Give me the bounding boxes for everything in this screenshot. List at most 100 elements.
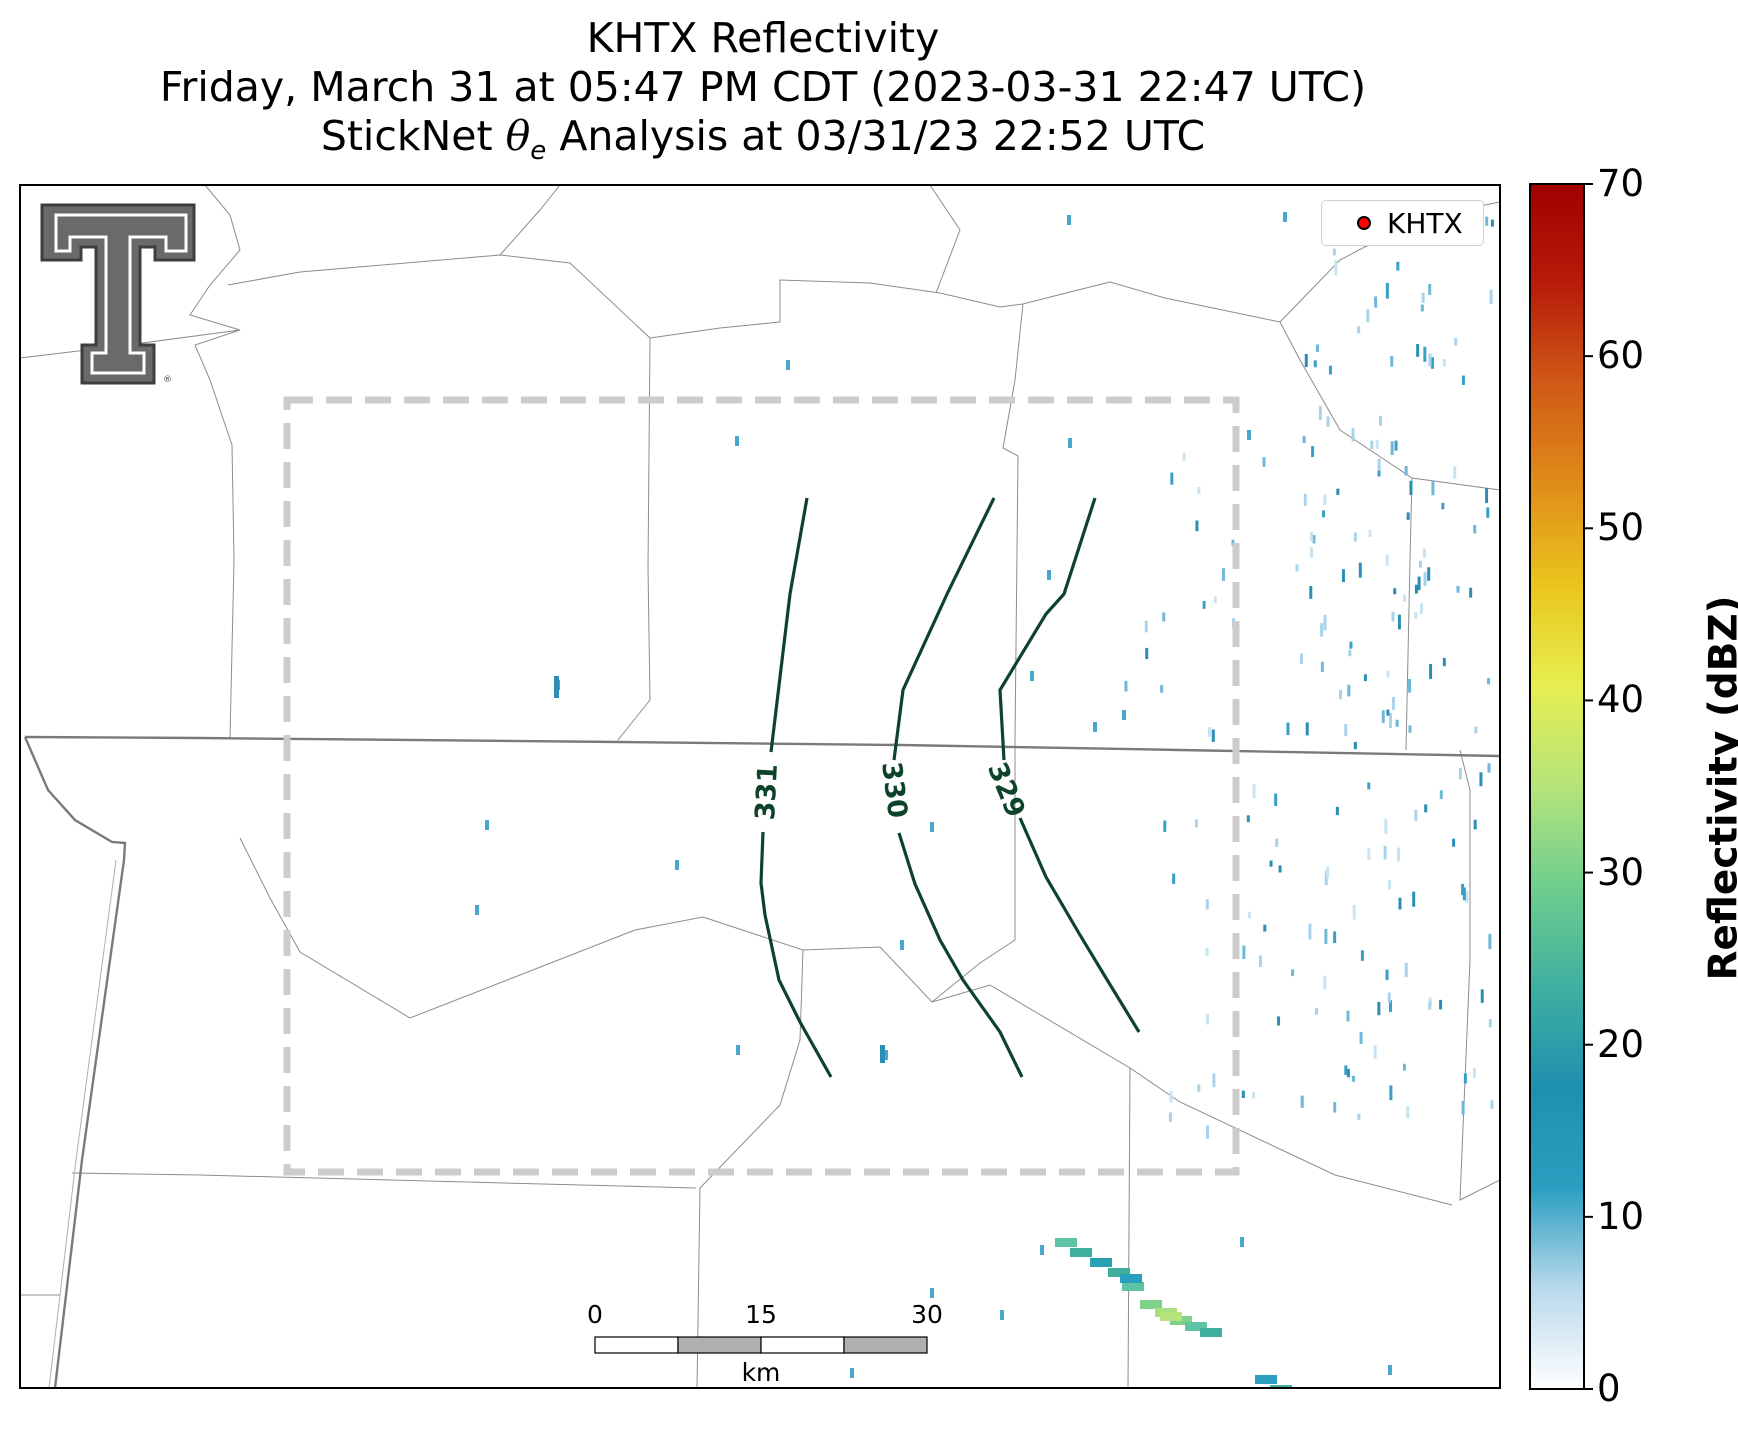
radar-return-pixel (1427, 567, 1431, 581)
radar-return-pixel (1202, 600, 1206, 609)
radar-return-pixel (1366, 309, 1370, 323)
colorbar-label-60: 60 (1597, 334, 1645, 378)
radar-return-pixel (1490, 1100, 1494, 1109)
radar-return-pixel (1197, 487, 1201, 494)
radar-return-pixel (1358, 562, 1362, 578)
radar-return-pixel (735, 436, 739, 446)
scale-label-0: 0 (587, 1300, 603, 1329)
radar-return-pixel (1278, 865, 1282, 873)
colorbar-label-40: 40 (1597, 678, 1645, 722)
radar-return-pixel (1283, 212, 1287, 222)
scale-label-15: 15 (745, 1300, 777, 1329)
radar-return-pixel (1465, 890, 1469, 903)
radar-return-pixel (1326, 416, 1330, 427)
radar-return-pixel (1453, 466, 1457, 479)
radar-return-pixel (1120, 1274, 1142, 1283)
radar-return-pixel (1323, 975, 1327, 990)
radar-return-pixel (1300, 653, 1304, 665)
radar-return-pixel (1197, 1084, 1201, 1092)
radar-return-pixel (1277, 1016, 1281, 1026)
radar-return-pixel (1312, 535, 1316, 544)
legend: KHTX (1321, 200, 1484, 246)
radar-return-pixel (1397, 847, 1401, 862)
radar-return-pixel (1386, 670, 1390, 678)
radar-return-pixel (1404, 466, 1408, 476)
radar-return-pixel (1419, 603, 1423, 614)
scale-unit: km (741, 1358, 781, 1387)
contour-330-line (892, 497, 996, 761)
radar-return-pixel (1309, 531, 1313, 542)
radar-return-pixel (675, 860, 679, 870)
radar-return-pixel (1414, 612, 1418, 619)
radar-return-pixel (1270, 1385, 1292, 1388)
radar-return-pixel (786, 360, 790, 370)
radar-return-pixel (1252, 784, 1256, 799)
map-title: KHTX Reflectivity Friday, March 31 at 05… (0, 14, 1526, 176)
contour-331-line (769, 497, 809, 753)
radar-return-pixel (1206, 1125, 1210, 1139)
radar-return-pixel (1381, 710, 1385, 724)
radar-return-pixel (1262, 457, 1266, 467)
radar-return-pixel (1473, 525, 1477, 534)
radar-return-pixel (1162, 612, 1166, 622)
radar-return-pixel (1485, 488, 1489, 504)
contour-329-line-lower (1018, 817, 1141, 1033)
radar-return-pixel (1388, 879, 1392, 890)
radar-return-pixel (1346, 1068, 1350, 1078)
radar-return-pixel (1442, 359, 1446, 367)
colorbar-label-70: 70 (1597, 162, 1645, 205)
radar-return-pixel (1318, 406, 1322, 421)
radar-return-pixel (884, 1050, 888, 1060)
radar-return-pixel (1336, 488, 1340, 495)
radar-return-pixel (1160, 685, 1164, 693)
radar-return-pixel (1347, 684, 1351, 697)
radar-return-pixel (1454, 337, 1458, 346)
radar-return-pixel (1255, 1375, 1277, 1384)
radar-return-pixel (1348, 649, 1352, 657)
radar-return-pixel (1370, 440, 1374, 449)
radar-return-pixel (1377, 1001, 1381, 1016)
radar-return-pixel (1332, 248, 1336, 256)
radar-return-pixel (1406, 512, 1410, 520)
radar-return-pixel (1070, 1248, 1092, 1257)
contour-329-line (998, 497, 1097, 761)
radar-return-pixel (1326, 866, 1330, 879)
radar-return-pixel (1353, 532, 1357, 542)
radar-return-pixel (1349, 641, 1353, 649)
radar-return-pixel (1163, 820, 1167, 832)
radar-return-pixel (1170, 472, 1174, 485)
analysis-domain-box (283, 396, 1240, 1176)
radar-return-pixel (1344, 1065, 1348, 1075)
radar-return-pixel (1295, 564, 1299, 572)
khtx-marker-icon (1357, 216, 1371, 230)
radar-return-pixel (1205, 899, 1209, 910)
radar-return-pixel (1473, 819, 1477, 830)
radar-return-pixel (1402, 594, 1406, 602)
radar-return-pixel (1320, 661, 1324, 672)
radar-return-pixel (1428, 283, 1432, 295)
title-time: Friday, March 31 at 05:47 PM CDT (2023-0… (159, 63, 1367, 111)
radar-return-pixel (1055, 1238, 1077, 1247)
radar-return-pixel (1200, 1328, 1222, 1337)
colorbar-gradient (1530, 184, 1584, 1389)
radar-return-pixel (1414, 584, 1418, 594)
radar-return-pixel (1333, 931, 1337, 944)
radar-return-pixel (1212, 1073, 1216, 1088)
title-analysis: StickNet θe Analysis at 03/31/23 22:52 U… (320, 112, 1206, 167)
contour-label-330: 330 (875, 760, 913, 820)
radar-return-pixel (1240, 1237, 1244, 1247)
radar-return-pixel (1487, 763, 1491, 773)
contour-label-331: 331 (750, 763, 784, 821)
radar-return-pixel (1211, 729, 1215, 742)
colorbar-frame (1529, 183, 1585, 1390)
radar-return-pixel (1185, 1322, 1207, 1331)
radar-return-pixel (1195, 819, 1199, 828)
radar-return-pixel (1462, 887, 1466, 901)
radar-return-pixel (1409, 480, 1413, 495)
map-frame (19, 184, 1501, 1389)
radar-return-pixel (1488, 933, 1492, 950)
radar-return-pixel (1093, 722, 1097, 732)
svg-text:®: ® (163, 375, 172, 385)
colorbar (1529, 183, 1593, 1390)
radar-return-pixel (1090, 1258, 1112, 1267)
